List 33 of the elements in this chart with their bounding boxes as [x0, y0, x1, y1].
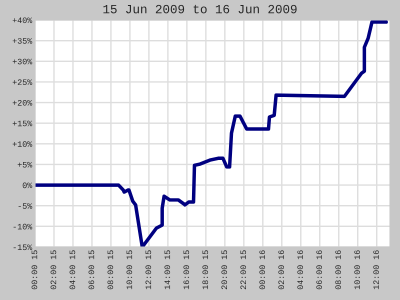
y-tick-label: +30% — [12, 58, 32, 64]
x-tick-label: 20:00 15 — [221, 250, 228, 290]
y-tick-label: -5% — [18, 203, 32, 209]
y-tick-label: +35% — [12, 38, 32, 44]
x-tick-label: 14:00 15 — [164, 250, 170, 290]
y-tick-label: +5% — [18, 162, 32, 168]
y-tick-label: +20% — [12, 100, 32, 106]
x-tick-label: 04:00 15 — [70, 250, 76, 290]
x-tick-label: 08:00 15 — [108, 250, 114, 290]
x-tick-label: 04:00 16 — [297, 250, 304, 290]
x-tick-label: 10:00 15 — [126, 250, 132, 290]
x-tick-label: 16:00 15 — [183, 250, 190, 290]
y-tick-label: +10% — [12, 141, 32, 147]
x-tick-label: 02:00 15 — [50, 250, 56, 290]
y-tick-label: +40% — [12, 17, 32, 24]
x-tick-label: 12:00 15 — [145, 250, 152, 290]
x-tick-label: 08:00 16 — [335, 250, 341, 290]
x-tick-label: 18:00 15 — [202, 250, 208, 290]
y-tick-label: -15% — [14, 244, 32, 250]
line-series — [35, 20, 388, 247]
x-tick-label: 10:00 16 — [354, 250, 360, 290]
y-tick-label: +15% — [12, 120, 32, 126]
x-tick-label: 00:00 16 — [259, 250, 266, 290]
x-tick-label: 12:00 16 — [373, 250, 379, 290]
x-tick-label: 06:00 15 — [88, 250, 94, 290]
x-tick-label: 00:00 15 — [32, 250, 38, 290]
chart-title: 15 Jun 2009 to 16 Jun 2009 — [103, 4, 297, 14]
y-tick-label: +25% — [12, 79, 32, 86]
x-tick-label: 02:00 16 — [278, 250, 284, 290]
x-tick-label: 22:00 15 — [240, 250, 246, 290]
x-tick-label: 06:00 16 — [316, 250, 322, 290]
y-tick-label: -10% — [14, 224, 32, 230]
y-tick-label: 0% — [22, 182, 32, 188]
